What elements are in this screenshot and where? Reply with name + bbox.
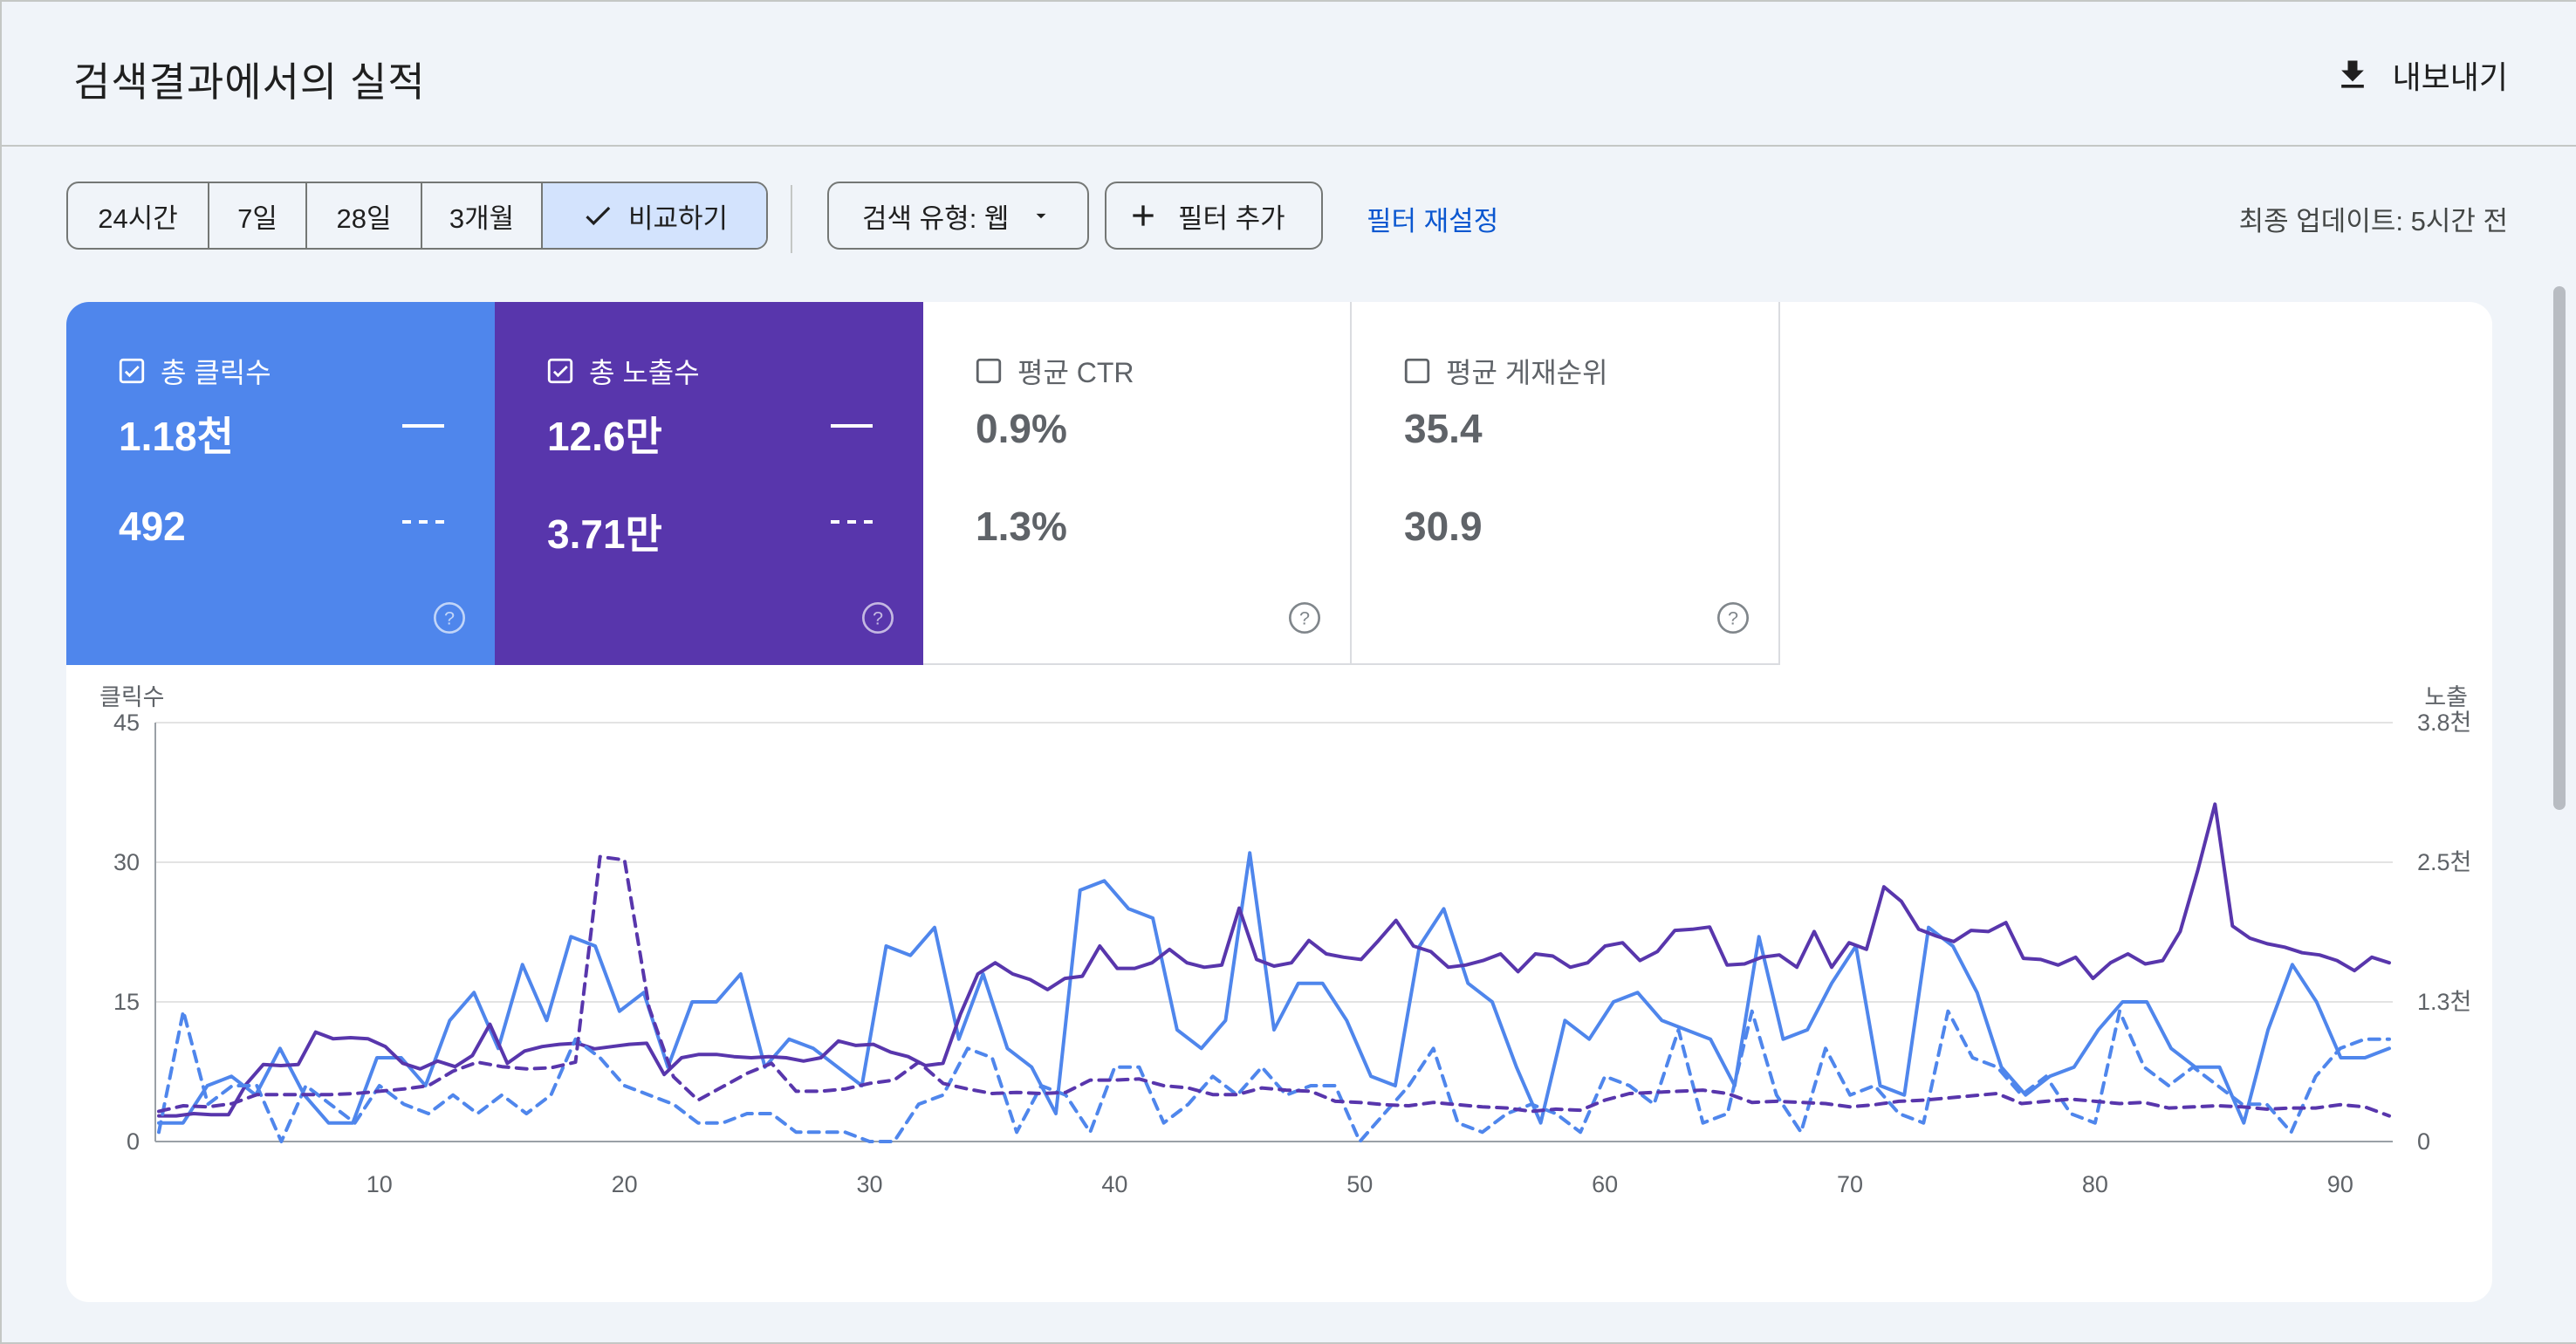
metric-card-position[interactable]: 평균 게재순위 35.4 30.9 ?	[1352, 302, 1780, 665]
help-icon[interactable]: ?	[860, 600, 895, 635]
download-icon	[2340, 60, 2364, 88]
right-tick-label: 1.3천	[2417, 989, 2471, 1015]
left-tick-label: 15	[113, 989, 140, 1015]
add-filter-label: 필터 추가	[1178, 202, 1285, 234]
x-tick-label: 90	[2327, 1171, 2353, 1197]
x-tick-label: 50	[1346, 1171, 1373, 1197]
help-icon[interactable]: ?	[1716, 600, 1750, 635]
metric-previous-value: 30.9	[1404, 504, 1483, 549]
dropdown-arrow-icon	[1037, 213, 1046, 219]
plus-icon	[1133, 205, 1154, 226]
metric-current-value: 0.9%	[976, 406, 1067, 451]
solid-line-legend-icon	[831, 424, 873, 428]
date-range-7d[interactable]: 7일	[209, 183, 307, 248]
x-tick-label: 40	[1101, 1171, 1127, 1197]
x-tick-label: 80	[2082, 1171, 2108, 1197]
search-type-dropdown[interactable]: 검색 유형: 웹	[827, 182, 1089, 250]
help-icon[interactable]: ?	[1287, 600, 1322, 635]
series-line-impr-previous	[157, 854, 2391, 1118]
dashed-line-legend-icon	[402, 520, 444, 524]
svg-text:?: ?	[444, 607, 455, 629]
date-range-24h[interactable]: 24시간	[68, 183, 209, 248]
checkbox-checked-icon[interactable]	[545, 356, 575, 386]
header: 검색결과에서의 실적 내보내기	[0, 0, 2576, 147]
left-axis-title: 클릭수	[99, 684, 165, 710]
toolbar-divider	[791, 185, 792, 253]
date-range-28d[interactable]: 28일	[307, 183, 422, 248]
export-button[interactable]: 내보내기	[2333, 49, 2508, 101]
metric-label: 총 클릭수	[161, 357, 271, 388]
svg-text:?: ?	[1299, 607, 1310, 629]
metric-previous-value: 3.71만	[547, 511, 662, 557]
compare-label: 비교하기	[627, 202, 729, 234]
reset-filter-link[interactable]: 필터 재설정	[1367, 206, 1499, 237]
x-tick-label: 10	[367, 1171, 393, 1197]
toolbar: 24시간 7일 28일 3개월 비교하기 검색 유형: 웹 필터 추가 필터 재…	[66, 182, 2527, 253]
solid-line-legend-icon	[402, 424, 444, 428]
page-title: 검색결과에서의 실적	[73, 59, 426, 105]
series-line-impr-current	[157, 802, 2391, 1118]
performance-chart: 클릭수 노출 0 0 15 1.3천 30 2.5천 45 3.8천 10 20 30 40 50 60 70 8…	[66, 665, 2492, 1302]
left-tick-label: 45	[113, 710, 140, 736]
metric-label: 총 노출수	[589, 357, 700, 388]
export-label: 내보내기	[2392, 59, 2508, 95]
series-line-clicks-previous	[157, 1009, 2391, 1143]
metric-previous-value: 1.3%	[976, 504, 1067, 549]
svg-text:?: ?	[1728, 607, 1738, 629]
date-range-selector: 24시간 7일 28일 3개월 비교하기	[66, 182, 768, 250]
metric-current-value: 12.6만	[547, 414, 662, 459]
right-tick-label: 0	[2417, 1128, 2430, 1155]
last-update-text: 최종 업데이트: 5시간 전	[2238, 206, 2508, 237]
svg-text:?: ?	[873, 607, 883, 629]
right-tick-label: 2.5천	[2417, 849, 2471, 875]
left-tick-label: 30	[113, 849, 140, 875]
metric-label: 평균 CTR	[1017, 357, 1134, 388]
checkbox-unchecked-icon[interactable]	[1402, 356, 1432, 386]
checkbox-checked-icon[interactable]	[117, 356, 147, 386]
right-axis-title: 노출	[2424, 684, 2468, 710]
date-range-3m[interactable]: 3개월	[422, 183, 543, 248]
search-type-label: 검색 유형: 웹	[862, 202, 1010, 234]
compare-button[interactable]: 비교하기	[543, 183, 766, 248]
scrollbar-thumb[interactable]	[2553, 286, 2566, 810]
dashed-line-legend-icon	[831, 520, 873, 524]
x-tick-label: 20	[612, 1171, 638, 1197]
metric-card-ctr[interactable]: 평균 CTR 0.9% 1.3% ?	[923, 302, 1352, 665]
metric-current-value: 1.18천	[119, 414, 234, 459]
x-tick-label: 60	[1592, 1171, 1618, 1197]
series-line-clicks-current	[157, 851, 2391, 1125]
checkbox-unchecked-icon[interactable]	[974, 356, 1004, 386]
help-icon[interactable]: ?	[432, 600, 467, 635]
check-icon	[586, 206, 611, 226]
metric-card-impressions[interactable]: 총 노출수 12.6만 3.71만 ?	[495, 302, 923, 665]
metric-tabs: 총 클릭수 1.18천 492 ? 총 노출수 12.6만 3.71만	[66, 302, 1780, 665]
metric-label: 평균 게재순위	[1446, 357, 1608, 388]
right-tick-label: 3.8천	[2417, 710, 2471, 736]
x-tick-label: 70	[1837, 1171, 1863, 1197]
metric-previous-value: 492	[119, 504, 186, 549]
metric-card-clicks[interactable]: 총 클릭수 1.18천 492 ?	[66, 302, 495, 665]
metric-current-value: 35.4	[1404, 406, 1483, 451]
add-filter-button[interactable]: 필터 추가	[1105, 182, 1323, 250]
header-divider	[0, 145, 2576, 147]
left-tick-label: 0	[127, 1128, 140, 1155]
x-tick-label: 30	[857, 1171, 883, 1197]
chart-svg: 클릭수 노출 0 0 15 1.3천 30 2.5천 45 3.8천 10 20 30 40 50 60 70 8…	[99, 684, 2471, 1197]
performance-card: 총 클릭수 1.18천 492 ? 총 노출수 12.6만 3.71만	[66, 302, 2492, 1302]
